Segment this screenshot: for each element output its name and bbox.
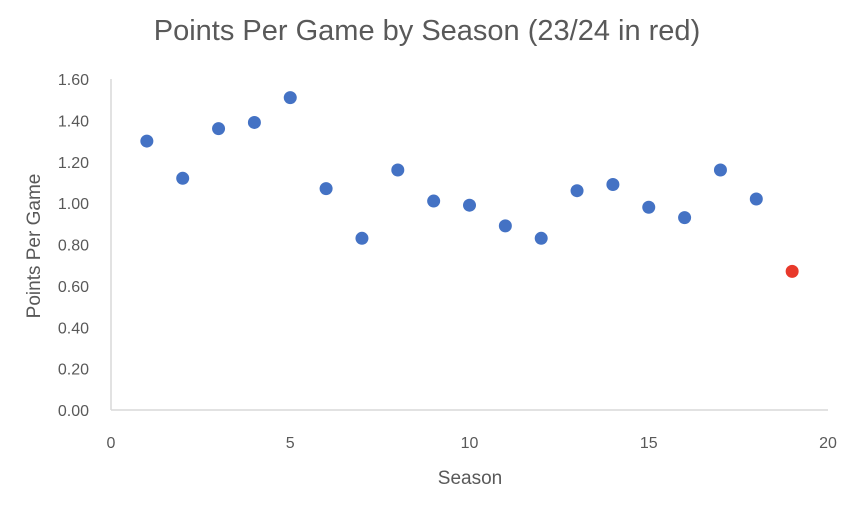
- data-point: [355, 231, 369, 245]
- data-point: [463, 198, 476, 212]
- data-point: [606, 178, 620, 192]
- y-axis-title: Points Per Game: [24, 174, 45, 319]
- data-point: [391, 163, 405, 177]
- x-tick-label: 0: [107, 435, 116, 452]
- data-point: [247, 115, 261, 129]
- data-point: [319, 182, 333, 196]
- data-point: [678, 211, 692, 225]
- y-tick-label: 1.40: [58, 113, 89, 130]
- y-tick-label: 0.60: [58, 279, 89, 296]
- data-point: [749, 192, 763, 206]
- highlighted-data-point: [785, 264, 799, 278]
- y-tick-label: 1.20: [58, 155, 89, 172]
- x-tick-label: 15: [640, 435, 658, 452]
- x-tick-label: 5: [286, 435, 295, 452]
- y-tick-label: 1.00: [58, 196, 89, 213]
- data-point: [283, 91, 297, 105]
- axes: [110, 79, 828, 411]
- y-tick-label: 0.80: [58, 238, 89, 255]
- x-axis-title: Season: [438, 468, 502, 489]
- data-points: [140, 91, 799, 278]
- data-point: [212, 122, 226, 136]
- tick-labels: 0 5 10 15 20 0.00 0.20 0.40 0.60 0.80 1.00 1.20 1.40…: [58, 72, 837, 452]
- data-point: [642, 200, 656, 214]
- data-point: [713, 163, 727, 177]
- y-tick-label: 0.20: [58, 362, 89, 379]
- x-tick-label: 20: [819, 435, 837, 452]
- data-point: [176, 171, 190, 185]
- data-point: [427, 194, 441, 208]
- data-point: [140, 134, 154, 148]
- y-tick-label: 0.40: [58, 320, 89, 337]
- y-tick-label: 0.00: [58, 403, 89, 420]
- chart-title: Points Per Game by Season (23/24 in red): [154, 15, 700, 47]
- data-point: [534, 231, 548, 245]
- data-point: [498, 219, 512, 233]
- x-tick-label: 10: [461, 435, 479, 452]
- data-point: [570, 184, 584, 198]
- y-tick-label: 1.60: [58, 72, 89, 89]
